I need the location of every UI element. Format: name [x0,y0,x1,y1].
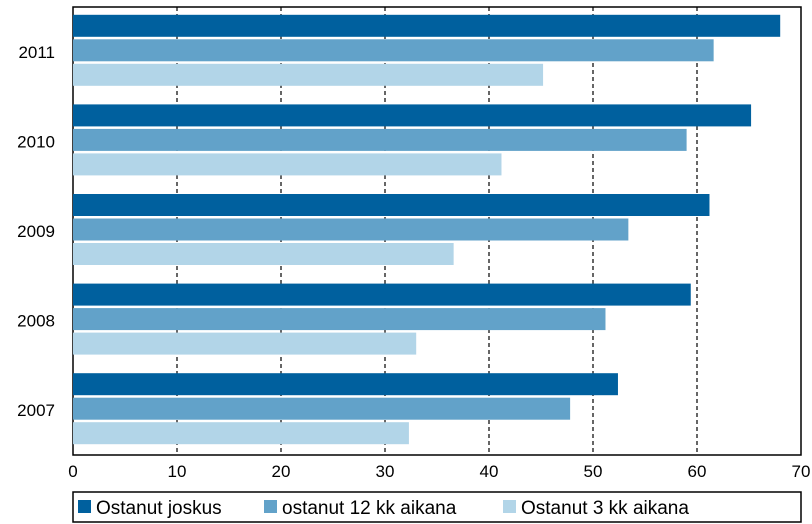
legend-swatch-0 [78,500,91,513]
bar-2007-series-2 [73,422,409,445]
legend: Ostanut joskus ostanut 12 kk aikana Ostanu… [72,491,802,523]
x-tick-label: 10 [168,462,187,481]
y-category-label: 2010 [17,132,55,151]
legend-swatch-2 [503,500,516,513]
bar-2009-series-1 [73,218,629,241]
bars [73,14,781,445]
x-tick-label: 40 [480,462,499,481]
x-tick-label: 20 [272,462,291,481]
bar-2011-series-0 [73,14,781,37]
y-axis-labels: 2011 2010 2009 2008 2007 [17,43,55,420]
bar-2011-series-2 [73,63,544,86]
bar-2007-series-1 [73,397,571,420]
bar-2010-series-1 [73,128,687,151]
legend-label-2: Ostanut 3 kk aikana [521,498,689,519]
x-axis-labels: 0 10 20 30 40 50 60 70 [68,462,810,481]
x-tick-label: 60 [688,462,707,481]
legend-box [72,491,802,523]
bar-2010-series-0 [73,104,752,127]
bar-2007-series-0 [73,373,618,396]
bar-2008-series-0 [73,283,691,306]
x-tick-label: 50 [584,462,603,481]
bar-2011-series-1 [73,39,714,62]
x-tick-label: 70 [792,462,811,481]
bar-2008-series-2 [73,332,417,355]
y-category-label: 2007 [17,401,55,420]
y-category-label: 2011 [18,43,55,62]
legend-label-0: Ostanut joskus [96,498,222,519]
bar-2010-series-2 [73,153,502,176]
legend-swatch-1 [264,500,277,513]
legend-label-1: ostanut 12 kk aikana [282,498,457,519]
x-tick-label: 30 [376,462,395,481]
y-category-label: 2008 [17,312,55,331]
x-tick-label: 0 [68,462,77,481]
bar-2009-series-2 [73,243,454,265]
bar-2008-series-1 [73,308,606,331]
bar-2009-series-0 [73,194,710,216]
y-category-label: 2009 [17,222,55,241]
